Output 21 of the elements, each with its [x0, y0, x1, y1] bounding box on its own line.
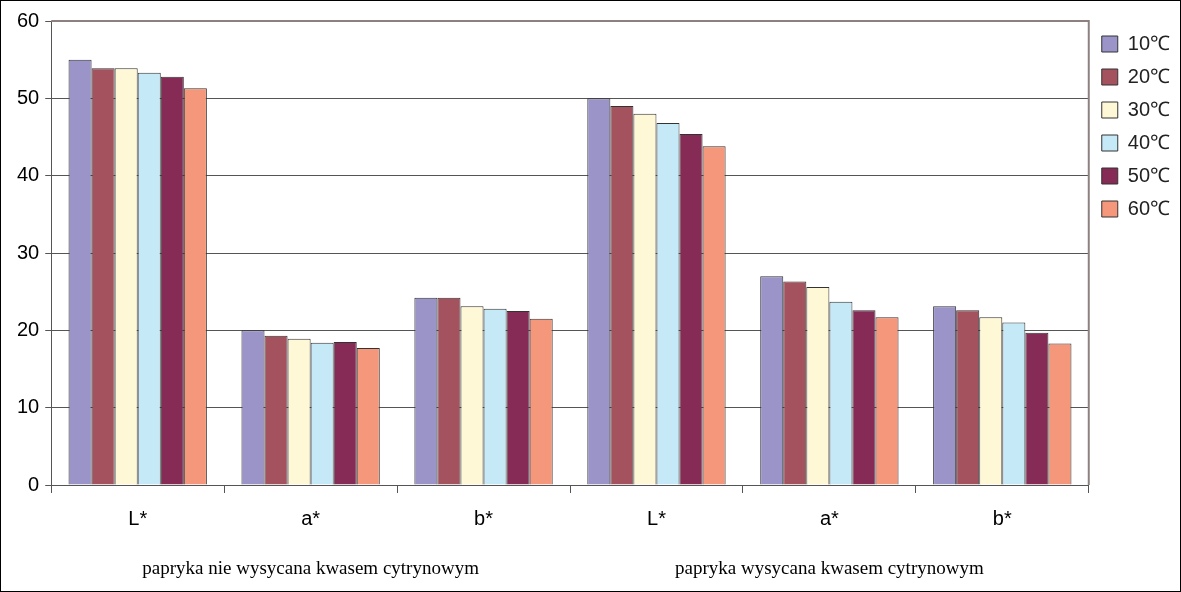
- legend-label: 40℃: [1127, 130, 1170, 153]
- legend-label: 10℃: [1127, 31, 1170, 54]
- y-tick-label: 20: [17, 317, 40, 340]
- x-tick-label: L*: [128, 506, 148, 529]
- legend-label: 30℃: [1127, 97, 1170, 120]
- legend-label: 50℃: [1127, 163, 1170, 186]
- y-tick-label: 10: [17, 395, 40, 418]
- x-tick-label: b*: [992, 506, 1012, 529]
- x-tick-label: a*: [301, 506, 321, 529]
- x-tick-label: b*: [474, 506, 494, 529]
- text: papryka nie wysycana kwasem cytrynowym: [142, 556, 480, 578]
- y-tick-label: 30: [17, 240, 40, 263]
- y-tick-label: 50: [17, 85, 40, 108]
- y-tick-label: 60: [17, 8, 40, 31]
- x-tick-label: L*: [647, 506, 667, 529]
- y-tick-label: 0: [28, 472, 40, 495]
- y-tick-label: 40: [17, 163, 40, 186]
- text: papryka wysycana kwasem cytrynowym: [675, 556, 984, 578]
- legend-label: 60℃: [1127, 196, 1170, 219]
- x-tick-label: a*: [819, 506, 840, 529]
- legend-label: 20℃: [1127, 64, 1170, 87]
